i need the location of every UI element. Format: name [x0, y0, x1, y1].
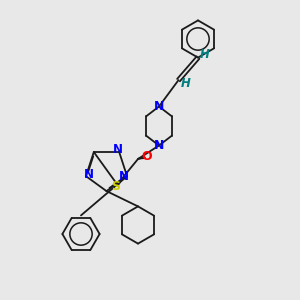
Text: N: N	[154, 100, 164, 113]
Text: O: O	[141, 149, 152, 163]
Text: N: N	[84, 168, 94, 181]
Text: N: N	[113, 143, 123, 156]
Text: S: S	[111, 180, 120, 194]
Text: H: H	[181, 77, 191, 90]
Text: H: H	[200, 47, 209, 61]
Text: N: N	[154, 139, 164, 152]
Text: N: N	[118, 170, 128, 183]
